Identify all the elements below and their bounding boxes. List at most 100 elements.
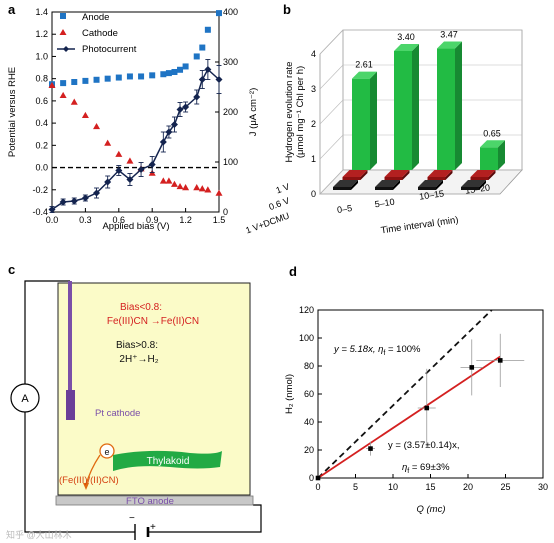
chart-d-xlabel: Q (mc) xyxy=(416,504,445,515)
chart-b-gridline-side xyxy=(319,64,344,90)
anode-point xyxy=(104,75,111,82)
anode-point xyxy=(71,79,78,85)
chart-b-category-label: 0–5 xyxy=(336,203,352,215)
bar-0-1-top xyxy=(394,44,419,51)
chart-a-ylabel-left: Potential versus RHE xyxy=(7,67,18,157)
bar-0-0-side xyxy=(370,71,377,170)
cathode-point xyxy=(193,184,201,191)
data-point xyxy=(368,446,373,451)
bar-0-2-front xyxy=(437,48,455,170)
cathode-point xyxy=(48,81,56,89)
battery-plus: + xyxy=(150,522,156,533)
chart-a-ytick-right-label: 200 xyxy=(223,107,238,117)
chart-d: 0 5 10 15 20 25 30 0 20 40 60 80 100 120 Q (mc) H₂ (n… xyxy=(284,305,548,515)
bar-2-0-front xyxy=(333,187,351,190)
anode-point xyxy=(160,71,167,78)
photocurrent-point xyxy=(70,197,78,205)
anode-point xyxy=(60,80,67,87)
anode-point xyxy=(177,66,184,73)
ammeter-label: A xyxy=(21,393,29,405)
bar-1-0-side xyxy=(360,170,368,180)
bar-2-0-top xyxy=(333,180,358,187)
fit-line xyxy=(317,355,501,479)
chart-a-ylabel-right: J (μA cm⁻²) xyxy=(248,88,259,136)
anode-point xyxy=(149,72,156,79)
panel-letter-b: b xyxy=(283,2,291,17)
anode-point xyxy=(115,74,122,81)
anode-point xyxy=(82,77,89,84)
legend-anode-marker xyxy=(60,13,66,19)
cathode-point xyxy=(59,91,67,99)
anode-point xyxy=(138,73,145,80)
bar-1-2-side xyxy=(445,170,453,180)
data-point xyxy=(424,405,430,411)
bar-0-3-side xyxy=(498,140,505,170)
bar-1-2-top xyxy=(427,170,453,177)
bar-1-1-side xyxy=(402,170,410,180)
legend-cathode-label: Cathode xyxy=(82,28,118,39)
bar-data-label: 3.40 xyxy=(397,32,415,42)
photocurrent-point xyxy=(104,178,112,186)
photocurrent-point xyxy=(193,93,201,101)
chart-a-ytick-left-label: 1.0 xyxy=(35,51,48,61)
chart-a-frame xyxy=(51,11,220,213)
photocurrent-point xyxy=(198,76,206,83)
chart-d-ytick-label: 20 xyxy=(304,445,314,455)
chart-a-xtick-label: 0.6 xyxy=(113,215,126,225)
chart-a-ytick-left-label: 1.4 xyxy=(35,7,48,17)
cathode-point xyxy=(176,182,184,190)
photocurrent-point xyxy=(170,121,178,128)
photocurrent-point xyxy=(137,166,145,173)
chart-a-xtick-label: 0.9 xyxy=(146,215,159,225)
photocurrent-point xyxy=(48,206,56,213)
bar-1-3-side xyxy=(488,170,496,180)
chart-d-ytick-label: 120 xyxy=(299,305,314,315)
cathode-point xyxy=(198,185,206,192)
reaction-gt-label: 2H⁺→H₂ xyxy=(119,354,158,365)
chart-b-row-label: 1 V+DCMU xyxy=(244,210,290,235)
chart-b-gridline-side xyxy=(319,134,344,160)
bar-data-label: 2.61 xyxy=(355,60,373,70)
bar-2-1-side xyxy=(393,180,400,190)
legend-photocurrent-marker xyxy=(63,46,69,52)
bar-1-0-front xyxy=(342,177,361,180)
pt-cathode-wire xyxy=(68,281,72,391)
cathode-point xyxy=(165,177,173,184)
bar-0-0-front xyxy=(352,78,370,170)
bar-2-1-top xyxy=(375,180,400,187)
bar-0-3-front xyxy=(480,147,498,170)
chart-d-ytick-label: 80 xyxy=(304,361,314,371)
anode-point xyxy=(199,44,206,51)
chart-a-ytick-right-label: 300 xyxy=(223,57,238,67)
photocurrent-point xyxy=(81,194,89,202)
bar-1-1-front xyxy=(384,177,403,180)
chart-a-ytick-left-label: 0.6 xyxy=(35,96,48,106)
bar-0-1-front xyxy=(394,51,412,170)
chart-d-ytick-label: 0 xyxy=(309,473,314,483)
thylakoid-shape xyxy=(113,450,222,471)
cathode-point xyxy=(215,189,223,196)
chart-a-ytick-right-label: 400 xyxy=(223,7,238,17)
chart-a-xtick-label: 0.0 xyxy=(46,215,59,225)
electron-path-arrow xyxy=(85,454,101,486)
cathode-point xyxy=(170,180,178,187)
chart-a-ytick-left-label: 0.8 xyxy=(35,74,48,84)
cathode-point xyxy=(126,157,134,164)
anode-point xyxy=(182,63,189,70)
chart-a-xtick-label: 1.5 xyxy=(213,215,226,225)
panel-letter-c: c xyxy=(8,262,15,277)
bar-1-3-top xyxy=(470,170,496,177)
chart-d-ytick-label: 40 xyxy=(304,417,314,427)
chart-b-gridline-side xyxy=(319,29,344,55)
bias-gt-label: Bias>0.8: xyxy=(116,340,158,351)
chart-b-ytick-label: 3 xyxy=(311,84,316,94)
bar-2-1-front xyxy=(375,187,393,190)
reaction-lt-label: Fe(III)CN →Fe(II)CN xyxy=(107,316,199,327)
legend-anode-label: Anode xyxy=(82,12,109,23)
chart-a-ytick-left-label: -0.2 xyxy=(32,185,48,195)
chart-b-ytick-label: 2 xyxy=(311,119,316,129)
chart-b-ytick-label: 4 xyxy=(311,49,316,59)
electron-icon xyxy=(99,443,115,459)
